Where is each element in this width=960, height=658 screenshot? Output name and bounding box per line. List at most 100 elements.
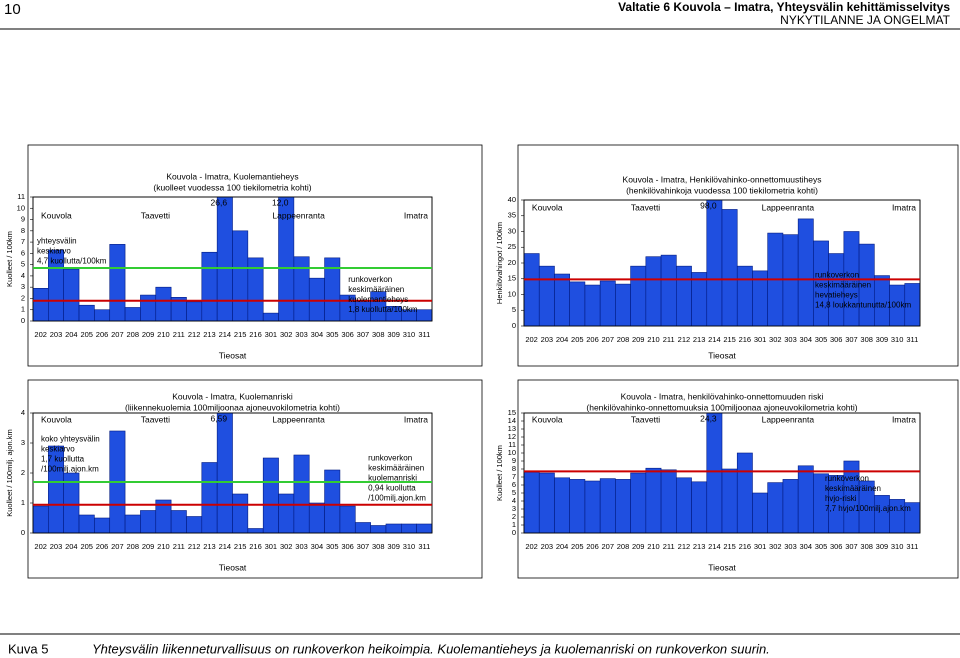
bar	[262, 312, 279, 321]
bar	[554, 477, 570, 533]
chart-frame	[517, 379, 959, 579]
x-axis-label: Tieosat	[219, 562, 247, 572]
reference-label: 1,8 kuollutta/100km	[348, 305, 418, 314]
y-tick-label: 0	[21, 316, 25, 325]
bar	[308, 277, 325, 321]
region-label: Taavetti	[141, 414, 170, 424]
y-tick-label: 3	[21, 438, 25, 447]
y-tick-label: 1	[512, 520, 516, 529]
reference-label: /100milj.ajon.km	[368, 494, 426, 503]
x-tick-label: 208	[126, 330, 139, 339]
bar	[538, 265, 555, 326]
y-tick-label: 3	[21, 282, 25, 291]
x-tick-label: 206	[586, 542, 599, 551]
value-label: 98,0	[700, 200, 717, 210]
bar	[186, 301, 203, 321]
bar	[569, 479, 586, 533]
y-axis-label: Kuolleet / 100km	[5, 231, 14, 287]
x-tick-label: 303	[295, 542, 308, 551]
bar	[324, 257, 341, 321]
bar	[109, 244, 126, 321]
x-tick-label: 310	[403, 542, 416, 551]
reference-label: kuolemantieheys	[348, 295, 408, 304]
reference-label: keskimääräinen	[348, 285, 404, 294]
y-tick-label: 5	[512, 488, 516, 497]
region-label: Imatra	[404, 414, 428, 424]
reference-label: runkoverkon	[348, 275, 392, 284]
bar	[538, 472, 555, 533]
y-tick-label: 40	[508, 195, 516, 204]
x-tick-label: 305	[326, 330, 339, 339]
bar	[186, 516, 203, 533]
bar	[63, 268, 80, 321]
x-tick-label: 310	[891, 335, 904, 344]
bar	[308, 502, 325, 533]
bar	[676, 265, 692, 326]
bar	[630, 472, 647, 533]
bar	[599, 280, 616, 326]
x-tick-label: 212	[188, 330, 201, 339]
x-tick-label: 215	[234, 330, 247, 339]
region-label: Imatra	[892, 414, 916, 424]
y-tick-label: 1	[21, 498, 25, 507]
x-tick-label: 207	[602, 335, 615, 344]
bar	[736, 452, 753, 533]
chart-frame	[27, 144, 483, 367]
x-tick-label: 211	[663, 335, 675, 344]
x-tick-label: 211	[173, 330, 185, 339]
x-tick-label: 311	[418, 542, 430, 551]
bar	[645, 467, 662, 533]
page-number: 10	[4, 1, 21, 18]
x-tick-label: 206	[96, 542, 109, 551]
region-label: Lappeenranta	[272, 210, 325, 220]
x-tick-label: 213	[203, 542, 216, 551]
reference-label: yhteysvälin	[37, 237, 77, 246]
x-tick-label: 308	[860, 335, 873, 344]
x-tick-label: 307	[357, 330, 370, 339]
bar	[216, 413, 233, 533]
x-tick-label: 212	[678, 335, 691, 344]
bars	[524, 200, 920, 326]
x-tick-label: 309	[876, 335, 889, 344]
y-tick-label: 2	[512, 512, 516, 521]
bar	[78, 514, 95, 533]
reference-label: 1,7 kuollutta	[41, 455, 85, 464]
x-tick-label: 211	[663, 542, 675, 551]
y-tick-label: 5	[21, 260, 25, 269]
x-tick-label: 304	[800, 335, 813, 344]
x-tick-label: 206	[96, 330, 109, 339]
x-tick-label: 209	[632, 542, 645, 551]
x-tick-label: 214	[708, 542, 721, 551]
region-label: Kouvola	[41, 414, 72, 424]
bar	[691, 272, 708, 326]
y-tick-label: 12	[508, 432, 516, 441]
y-tick-label: 5	[512, 305, 516, 314]
x-axis-label: Tieosat	[708, 562, 736, 572]
bar	[630, 265, 647, 326]
x-tick-label: 210	[157, 542, 170, 551]
bar	[874, 495, 890, 533]
bar	[584, 284, 601, 326]
y-axis-label: Kuolleet / 100milj. ajon.km	[5, 429, 14, 517]
x-tick-label: 310	[403, 330, 416, 339]
x-tick-label: 215	[234, 542, 247, 551]
region-label: Taavetti	[631, 202, 660, 212]
x-tick-label: 303	[784, 335, 797, 344]
bar	[170, 510, 187, 533]
reference-label: hvjo-riski	[825, 494, 857, 503]
plot-border	[523, 199, 921, 327]
plot-border	[32, 196, 433, 322]
region-label: Taavetti	[631, 414, 660, 424]
bar	[615, 479, 631, 533]
x-tick-label: 306	[830, 335, 843, 344]
x-tick-label: 205	[80, 542, 93, 551]
x-tick-label: 207	[111, 542, 124, 551]
bar	[247, 528, 264, 533]
y-tick-label: 0	[21, 528, 25, 537]
y-axis-label: Henkilövahingot / 100km	[495, 222, 504, 304]
y-tick-label: 1	[21, 305, 25, 314]
bar	[232, 230, 249, 321]
y-tick-label: 14	[508, 416, 516, 425]
bar	[201, 462, 218, 533]
